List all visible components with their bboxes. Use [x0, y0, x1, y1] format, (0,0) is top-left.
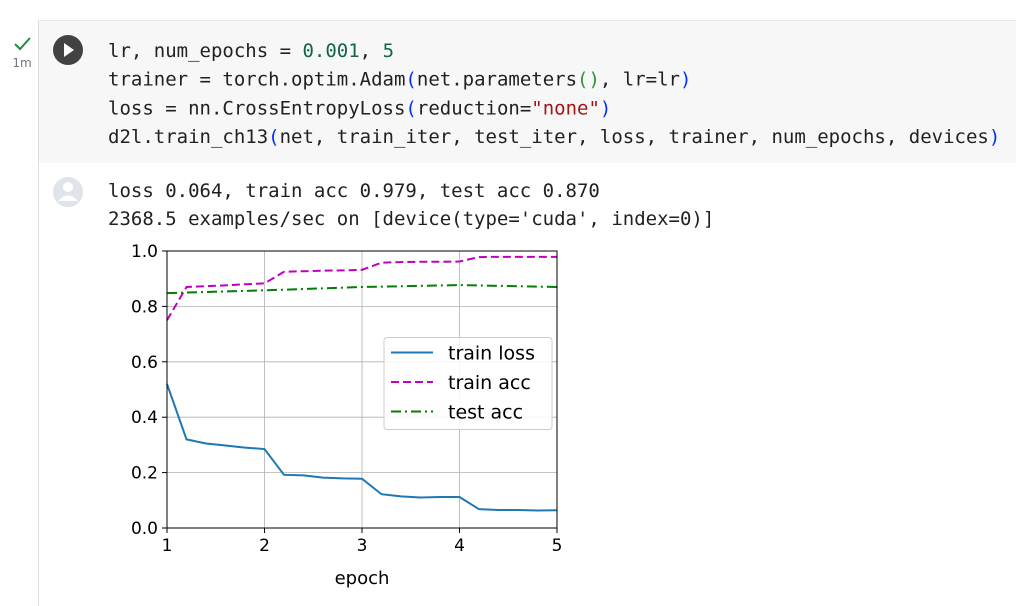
avatar-head [63, 182, 73, 192]
code-token: ( [405, 69, 416, 91]
output: loss 0.064, train acc 0.979, test acc 0.… [108, 180, 714, 230]
y-tick-label: 1.0 [131, 242, 158, 262]
exec-time: 1m [12, 56, 31, 70]
code-token: , [360, 40, 383, 62]
status-check [14, 37, 31, 51]
x-tick-label: 2 [259, 536, 270, 556]
code-token: ( [268, 126, 279, 148]
y-tick-label: 0.6 [131, 353, 158, 373]
code-line: loss = nn.CrossEntropyLoss(reduction="no… [108, 97, 611, 119]
output-line: loss 0.064, train acc 0.979, test acc 0.… [108, 180, 600, 202]
legend-label: train acc [448, 372, 531, 394]
y-tick-label: 0.0 [131, 519, 158, 539]
code-cell [38, 20, 1016, 163]
y-tick-label: 0.4 [131, 408, 158, 428]
y-tick-label: 0.8 [131, 297, 158, 317]
code-line: trainer = torch.optim.Adam(net.parameter… [108, 69, 691, 91]
code-token: net.parameters [417, 69, 577, 91]
legend-box [383, 337, 553, 430]
code-token: "none" [531, 97, 600, 119]
legend-label: test acc [448, 402, 523, 424]
output-line: 2368.5 examples/sec on [device(type='cud… [108, 208, 714, 230]
code-token: net, train_iter, test_iter, loss, traine… [280, 126, 989, 148]
x-tick-label: 1 [162, 536, 173, 556]
code-token: ) [989, 126, 1000, 148]
code-token: lr, num_epochs = [108, 40, 302, 62]
plot-frame [166, 250, 558, 529]
code-token: loss = nn.CrossEntropyLoss [108, 97, 405, 119]
code-token: ) [600, 97, 611, 119]
code-line: d2l.train_ch13(net, train_iter, test_ite… [108, 126, 1000, 148]
series-line [166, 255, 557, 321]
code-token: ( [405, 97, 416, 119]
code-token: d2l.train_ch13 [108, 126, 268, 148]
code: lr, num_epochs = 0.001, 5 trainer = torch… [108, 40, 1000, 148]
code-token: 0.001 [302, 40, 359, 62]
run-button[interactable] [53, 35, 83, 65]
run-icon[interactable] [64, 43, 74, 57]
chart: 1 2 3 4 5 0.0 0.2 0.4 0.6 0.8 1.0 epoch train loss tr… [131, 242, 562, 589]
code-token: trainer = torch.optim.Adam [108, 69, 405, 91]
code-token: , lr=lr [600, 69, 680, 91]
code-line: lr, num_epochs = 0.001, 5 [108, 40, 394, 62]
output-avatar [53, 177, 83, 207]
code-token: ) [680, 69, 691, 91]
code-token: () [577, 69, 600, 91]
y-tick-label: 0.2 [131, 464, 158, 484]
x-tick-label: 4 [454, 536, 465, 556]
series-line [166, 284, 558, 295]
legend-label: train loss [448, 343, 535, 365]
code-token: reduction= [417, 97, 531, 119]
x-axis-label: epoch [335, 568, 390, 589]
avatar-body [58, 195, 78, 201]
x-tick-label: 5 [552, 536, 563, 556]
x-tick-label: 3 [357, 536, 368, 556]
series-line [166, 383, 558, 512]
code-token: 5 [383, 40, 394, 62]
